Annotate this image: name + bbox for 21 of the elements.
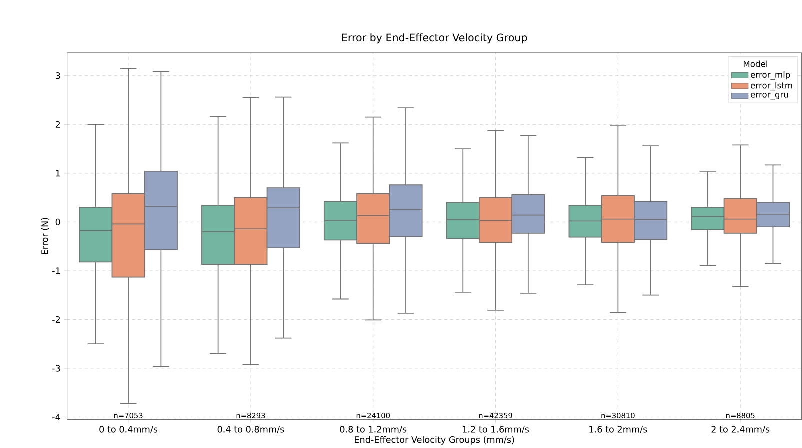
y-tick-label: 1	[56, 170, 60, 177]
x-tick-label: 1.2 to 1.6mm/s	[463, 426, 530, 434]
legend-title: Model	[744, 60, 768, 68]
y-tick-label: -3	[52, 365, 60, 372]
x-tick-label: 0.4 to 0.8mm/s	[218, 426, 284, 434]
y-tick-label: -4	[52, 414, 60, 420]
legend-label: error_lstm	[751, 82, 792, 91]
y-tick-label: 2	[56, 121, 60, 128]
x-tick-label: 2 to 2.4mm/s	[712, 426, 770, 434]
x-tick-label: 0.8 to 1.2mm/s	[340, 426, 407, 434]
y-axis-title: Error (N)	[41, 218, 50, 254]
legend-label: error_mlp	[751, 71, 790, 80]
y-tick-label: 3	[56, 72, 60, 80]
y-tick-label: -1	[52, 268, 60, 274]
x-axis-title: End-Effector Velocity Groups (mm/s)	[355, 436, 514, 445]
y-tick-label: -2	[52, 316, 60, 323]
x-tick-label: 1.6 to 2mm/s	[590, 426, 648, 434]
legend-label: error_gru	[751, 92, 788, 100]
chart-title: Error by End-Effector Velocity Group	[342, 34, 528, 44]
y-tick-label: 0	[56, 218, 60, 226]
x-tick-label: 0 to 0.4mm/s	[100, 426, 158, 434]
